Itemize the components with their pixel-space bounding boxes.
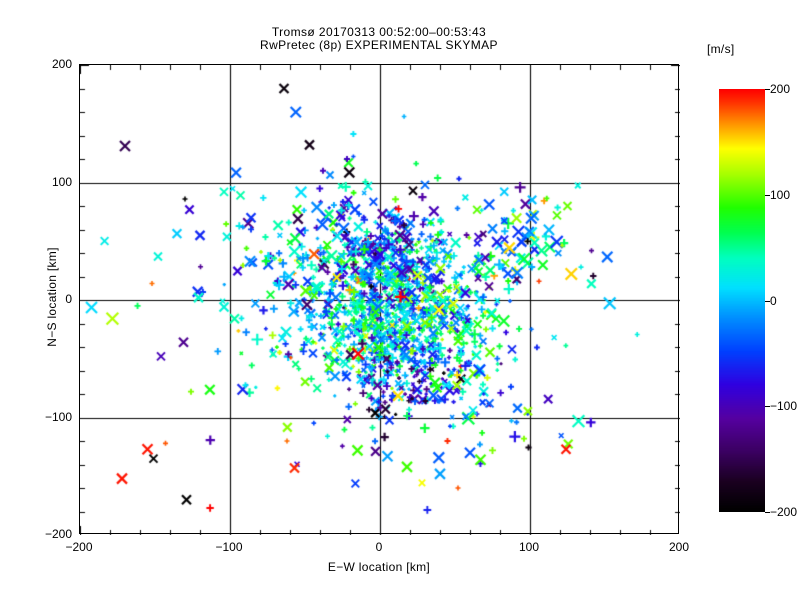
title-line-1: Tromsø 20170313 00:52:00–00:53:43 bbox=[271, 25, 487, 39]
y-tick-label: 100 bbox=[51, 174, 72, 189]
y-axis-label: N−S location [km] bbox=[45, 247, 59, 347]
colorbar-tick-label: 100 bbox=[770, 187, 791, 202]
colorbar-tick-mark bbox=[765, 89, 770, 90]
x-tick-label: 0 bbox=[375, 540, 383, 554]
colorbar-gradient bbox=[719, 89, 765, 512]
chart-title: Tromsø 20170313 00:52:00–00:53:43 RwPret… bbox=[79, 26, 679, 52]
title-line-2: RwPretec (8p) EXPERIMENTAL SKYMAP bbox=[260, 38, 498, 52]
colorbar-unit-label: [m/s] bbox=[707, 42, 735, 56]
y-tick-label: 0 bbox=[65, 292, 72, 306]
y-tick-label: −100 bbox=[44, 409, 72, 424]
scatter-canvas bbox=[80, 65, 680, 535]
colorbar-tick-label: 0 bbox=[770, 293, 777, 308]
colorbar-tick-label: −200 bbox=[770, 505, 798, 519]
plot-area bbox=[79, 64, 680, 535]
colorbar bbox=[719, 89, 765, 512]
x-tick-label: −100 bbox=[215, 540, 243, 554]
colorbar-tick-mark bbox=[765, 406, 770, 407]
x-tick-label: 200 bbox=[668, 540, 690, 554]
y-tick-label: −200 bbox=[44, 527, 72, 541]
colorbar-tick-label: −100 bbox=[770, 399, 798, 414]
x-axis-label: E−W location [km] bbox=[327, 560, 431, 574]
x-tick-label: 100 bbox=[518, 540, 540, 554]
x-tick-label: −200 bbox=[65, 540, 93, 554]
colorbar-tick-mark bbox=[765, 195, 770, 196]
colorbar-tick-label: 200 bbox=[770, 82, 791, 96]
colorbar-tick-mark bbox=[765, 512, 770, 513]
y-tick-label: 200 bbox=[51, 57, 72, 71]
colorbar-tick-mark bbox=[765, 301, 770, 302]
